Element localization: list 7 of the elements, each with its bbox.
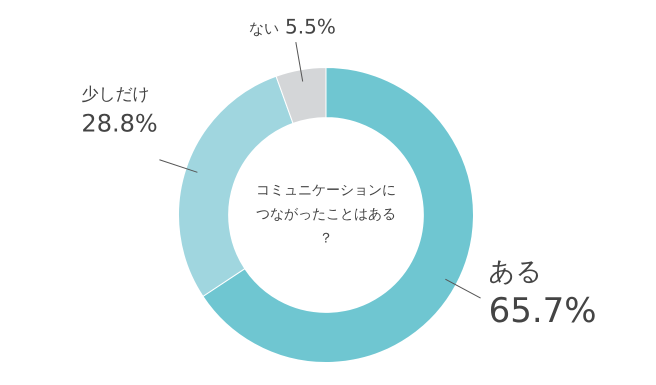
data-label: 65.7%: [488, 291, 597, 332]
data-label: 5.5%: [285, 14, 336, 38]
slice-label: ない: [249, 20, 280, 38]
slice-label: 少しだけ: [81, 84, 150, 105]
slice-label: ある: [488, 257, 543, 288]
text: コミュニケーションにつながったことはある？: [256, 182, 396, 247]
data-label: 28.8%: [81, 110, 158, 138]
